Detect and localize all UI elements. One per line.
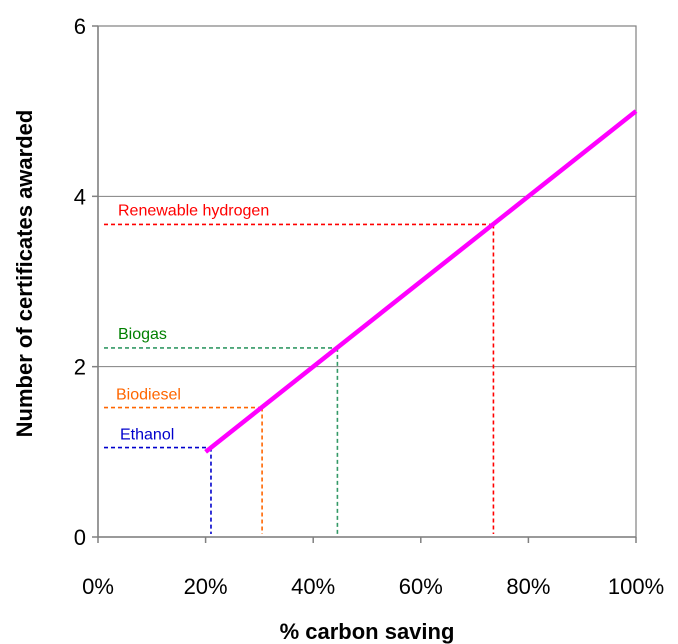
x-tick-label: 100% bbox=[608, 574, 664, 599]
y-tick-label: 2 bbox=[74, 355, 86, 380]
series-line-0 bbox=[204, 109, 638, 454]
y-tick-label: 6 bbox=[74, 14, 86, 39]
x-tick-label: 20% bbox=[184, 574, 228, 599]
annotation-label: Ethanol bbox=[120, 427, 174, 444]
y-axis-title: Number of certificates awarded bbox=[12, 110, 37, 438]
y-tick-label: 4 bbox=[74, 184, 86, 209]
annotation-label: Renewable hydrogen bbox=[118, 202, 269, 219]
annotation-label: Biogas bbox=[118, 326, 167, 343]
x-tick-label: 40% bbox=[291, 574, 335, 599]
series-layer bbox=[204, 109, 638, 454]
x-tick-label: 80% bbox=[506, 574, 550, 599]
annotation-labels: Ethanol Biodiesel Biogas Renewable hydrogen bbox=[116, 202, 269, 443]
annotation-label: Biodiesel bbox=[116, 387, 181, 404]
plot-area bbox=[97, 25, 637, 538]
y-tick-label: 0 bbox=[74, 525, 86, 550]
grid-lines bbox=[98, 195, 636, 368]
x-axis-title: % carbon saving bbox=[280, 619, 455, 644]
x-tick-label: 0% bbox=[82, 574, 114, 599]
axes bbox=[92, 25, 637, 543]
guide-lines bbox=[104, 223, 495, 534]
x-tick-label: 60% bbox=[399, 574, 443, 599]
